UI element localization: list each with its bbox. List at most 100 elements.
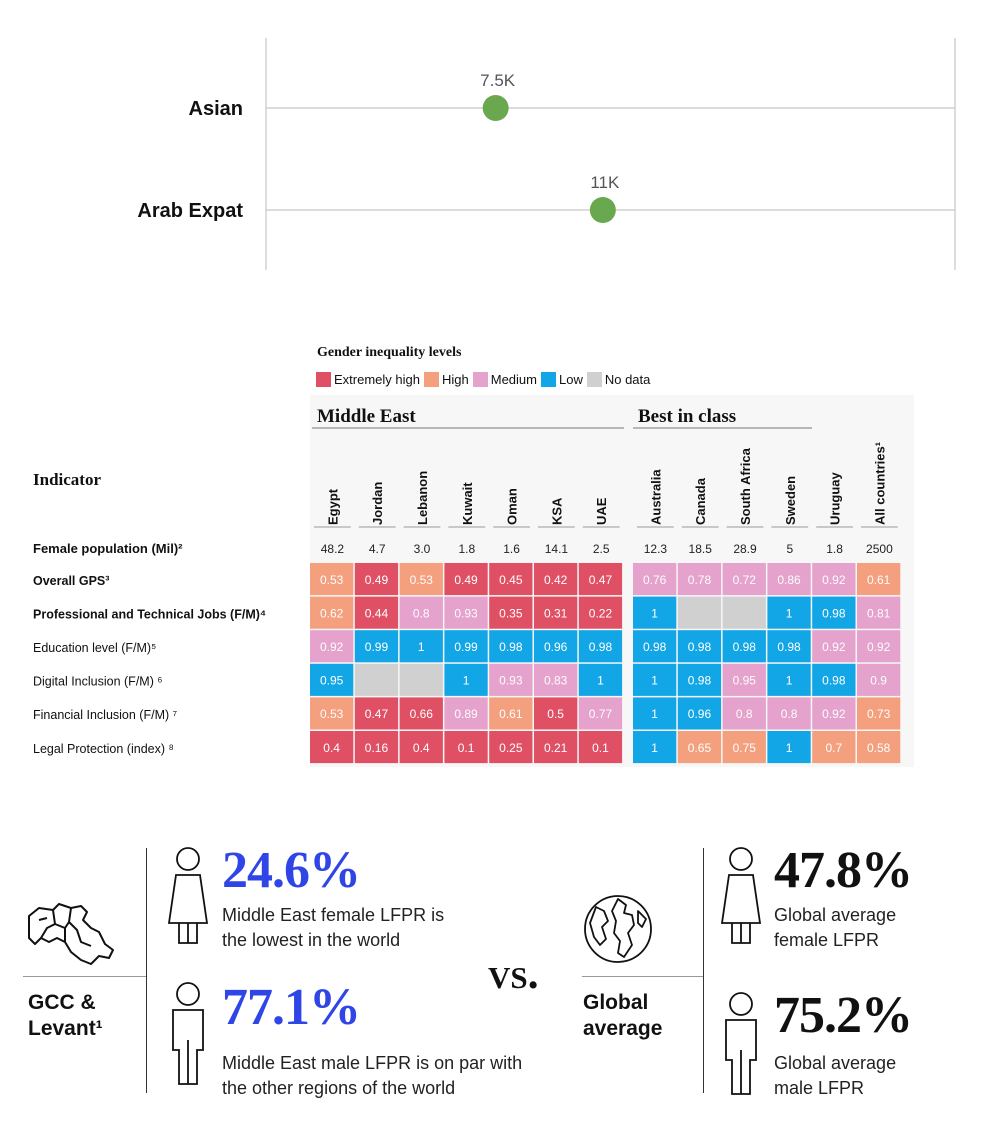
global-female-percentage: 47.8%	[774, 842, 913, 899]
cell-value: 0.5	[547, 707, 564, 721]
heatmap-cell	[633, 663, 677, 696]
cell-value: 1	[651, 606, 658, 620]
cell-value: 0.1	[458, 741, 475, 755]
cell-value: 0.96	[688, 707, 712, 721]
region-label-line1: GCC &	[28, 991, 96, 1014]
cell-value: 1	[786, 741, 793, 755]
cell-value: 0.53	[320, 707, 344, 721]
cell-value: 0.98	[688, 674, 712, 688]
cell-value: 0.96	[544, 640, 568, 654]
heatmap-cell	[444, 596, 488, 629]
column-header: KSA	[549, 497, 564, 525]
population-value: 12.3	[644, 542, 668, 556]
cell-value: 0.47	[365, 707, 389, 721]
heatmap-cell	[812, 663, 856, 696]
cell-value: 0.4	[413, 741, 430, 755]
category-label: Arab Expat	[137, 200, 243, 222]
heatmap-cell	[310, 731, 354, 764]
me-female-desc-line1: Middle East female LFPR is	[222, 905, 445, 925]
me-male-description: Middle East male LFPR is on par with the…	[222, 1051, 522, 1101]
vs-text: VS.	[488, 949, 539, 998]
legend-swatch	[540, 372, 556, 387]
legend-label: Extremely high	[334, 372, 420, 387]
row-label: Legal Protection (index) ⁸	[33, 742, 174, 756]
cell-value: 0.93	[499, 674, 523, 688]
cell-value: 0.66	[410, 707, 434, 721]
heatmap-cell	[633, 563, 677, 596]
legend-item: High	[423, 372, 469, 387]
data-point	[589, 197, 616, 223]
column-header: Uruguay	[828, 472, 843, 526]
cell-value: 0.8	[781, 707, 798, 721]
heatmap-cell	[534, 630, 578, 663]
me-male-desc-line2: the other regions of the world	[222, 1078, 456, 1098]
heatmap-cell	[857, 697, 901, 730]
heatmap-cell	[354, 596, 399, 629]
row-label: Digital Inclusion (F/M) ⁶	[33, 675, 162, 689]
heatmap-cell	[722, 697, 766, 730]
heatmap-cell	[722, 630, 766, 663]
right-horizontal-divider	[582, 976, 703, 977]
heatmap-cell	[677, 663, 722, 696]
column-header: Canada	[693, 477, 708, 525]
heatmap-cell	[534, 563, 578, 596]
legend-title: Gender inequality levels	[317, 345, 462, 360]
row-label: Overall GPS³	[33, 574, 109, 588]
cell-value: 0.98	[822, 674, 846, 688]
column-header: Lebanon	[415, 471, 430, 525]
population-value: 2.5	[593, 542, 610, 556]
cell-value: 0.92	[822, 573, 846, 587]
cell-value: 1	[463, 674, 470, 688]
cell-value: 0.92	[320, 640, 344, 654]
global-female-desc-line2: female LFPR	[774, 930, 880, 950]
cell-value: 1	[786, 674, 793, 688]
globe-icon	[584, 895, 652, 963]
heatmap-cell	[399, 663, 443, 696]
cell-value: 0.8	[736, 707, 753, 721]
population-value: 1.8	[458, 542, 475, 556]
right-vertical-divider	[703, 848, 704, 1093]
cell-value: 0.53	[320, 573, 344, 587]
dot-plot-chart: Asian 7.5K Arab Expat 11K	[137, 38, 956, 270]
heatmap-cell	[857, 563, 901, 596]
heatmap-cell	[633, 697, 677, 730]
cell-value: 1	[786, 606, 793, 620]
cell-value: 0.76	[643, 573, 667, 587]
cell-value: 0.8	[413, 606, 430, 620]
row-label: Female population (Mil)²	[33, 541, 183, 556]
heatmap-cell	[489, 663, 533, 696]
heatmap-cell	[444, 731, 488, 764]
region-label-line2: Levant¹	[28, 1017, 103, 1040]
me-female-percentage: 24.6%	[222, 842, 361, 899]
column-header: Egypt	[325, 488, 340, 525]
heatmap-cell	[767, 596, 811, 629]
cell-value: 0.92	[822, 640, 846, 654]
heatmap-cell	[812, 596, 856, 629]
heatmap-cell	[767, 563, 811, 596]
cell-value: 0.98	[589, 640, 613, 654]
population-value: 2500	[866, 542, 893, 556]
heatmap-cell	[310, 663, 354, 696]
population-value: 14.1	[545, 542, 569, 556]
cell-value: 0.49	[454, 573, 478, 587]
legend-label: High	[441, 372, 469, 387]
heatmap-cell	[310, 697, 354, 730]
row-label: Financial Inclusion (F/M) ⁷	[33, 708, 178, 722]
legend-item: Medium	[472, 372, 537, 387]
left-vertical-divider	[146, 848, 147, 1093]
heatmap-cell	[399, 630, 443, 663]
legend: Extremely high High Medium Low No data	[316, 372, 654, 387]
heatmap-cell	[444, 563, 488, 596]
cell-value: 0.21	[544, 741, 568, 755]
heatmap-cell	[722, 596, 766, 629]
cell-value: 0.98	[499, 640, 523, 654]
cell-value: 0.35	[499, 606, 523, 620]
column-header: South Africa	[738, 447, 753, 525]
cell-value: 1	[651, 741, 658, 755]
heatmap-cell	[489, 697, 533, 730]
cell-value: 0.49	[365, 573, 389, 587]
heatmap-cell	[767, 731, 811, 764]
heatmap-cell	[354, 663, 399, 696]
cell-value: 0.73	[867, 707, 891, 721]
cell-value: 0.95	[320, 674, 344, 688]
